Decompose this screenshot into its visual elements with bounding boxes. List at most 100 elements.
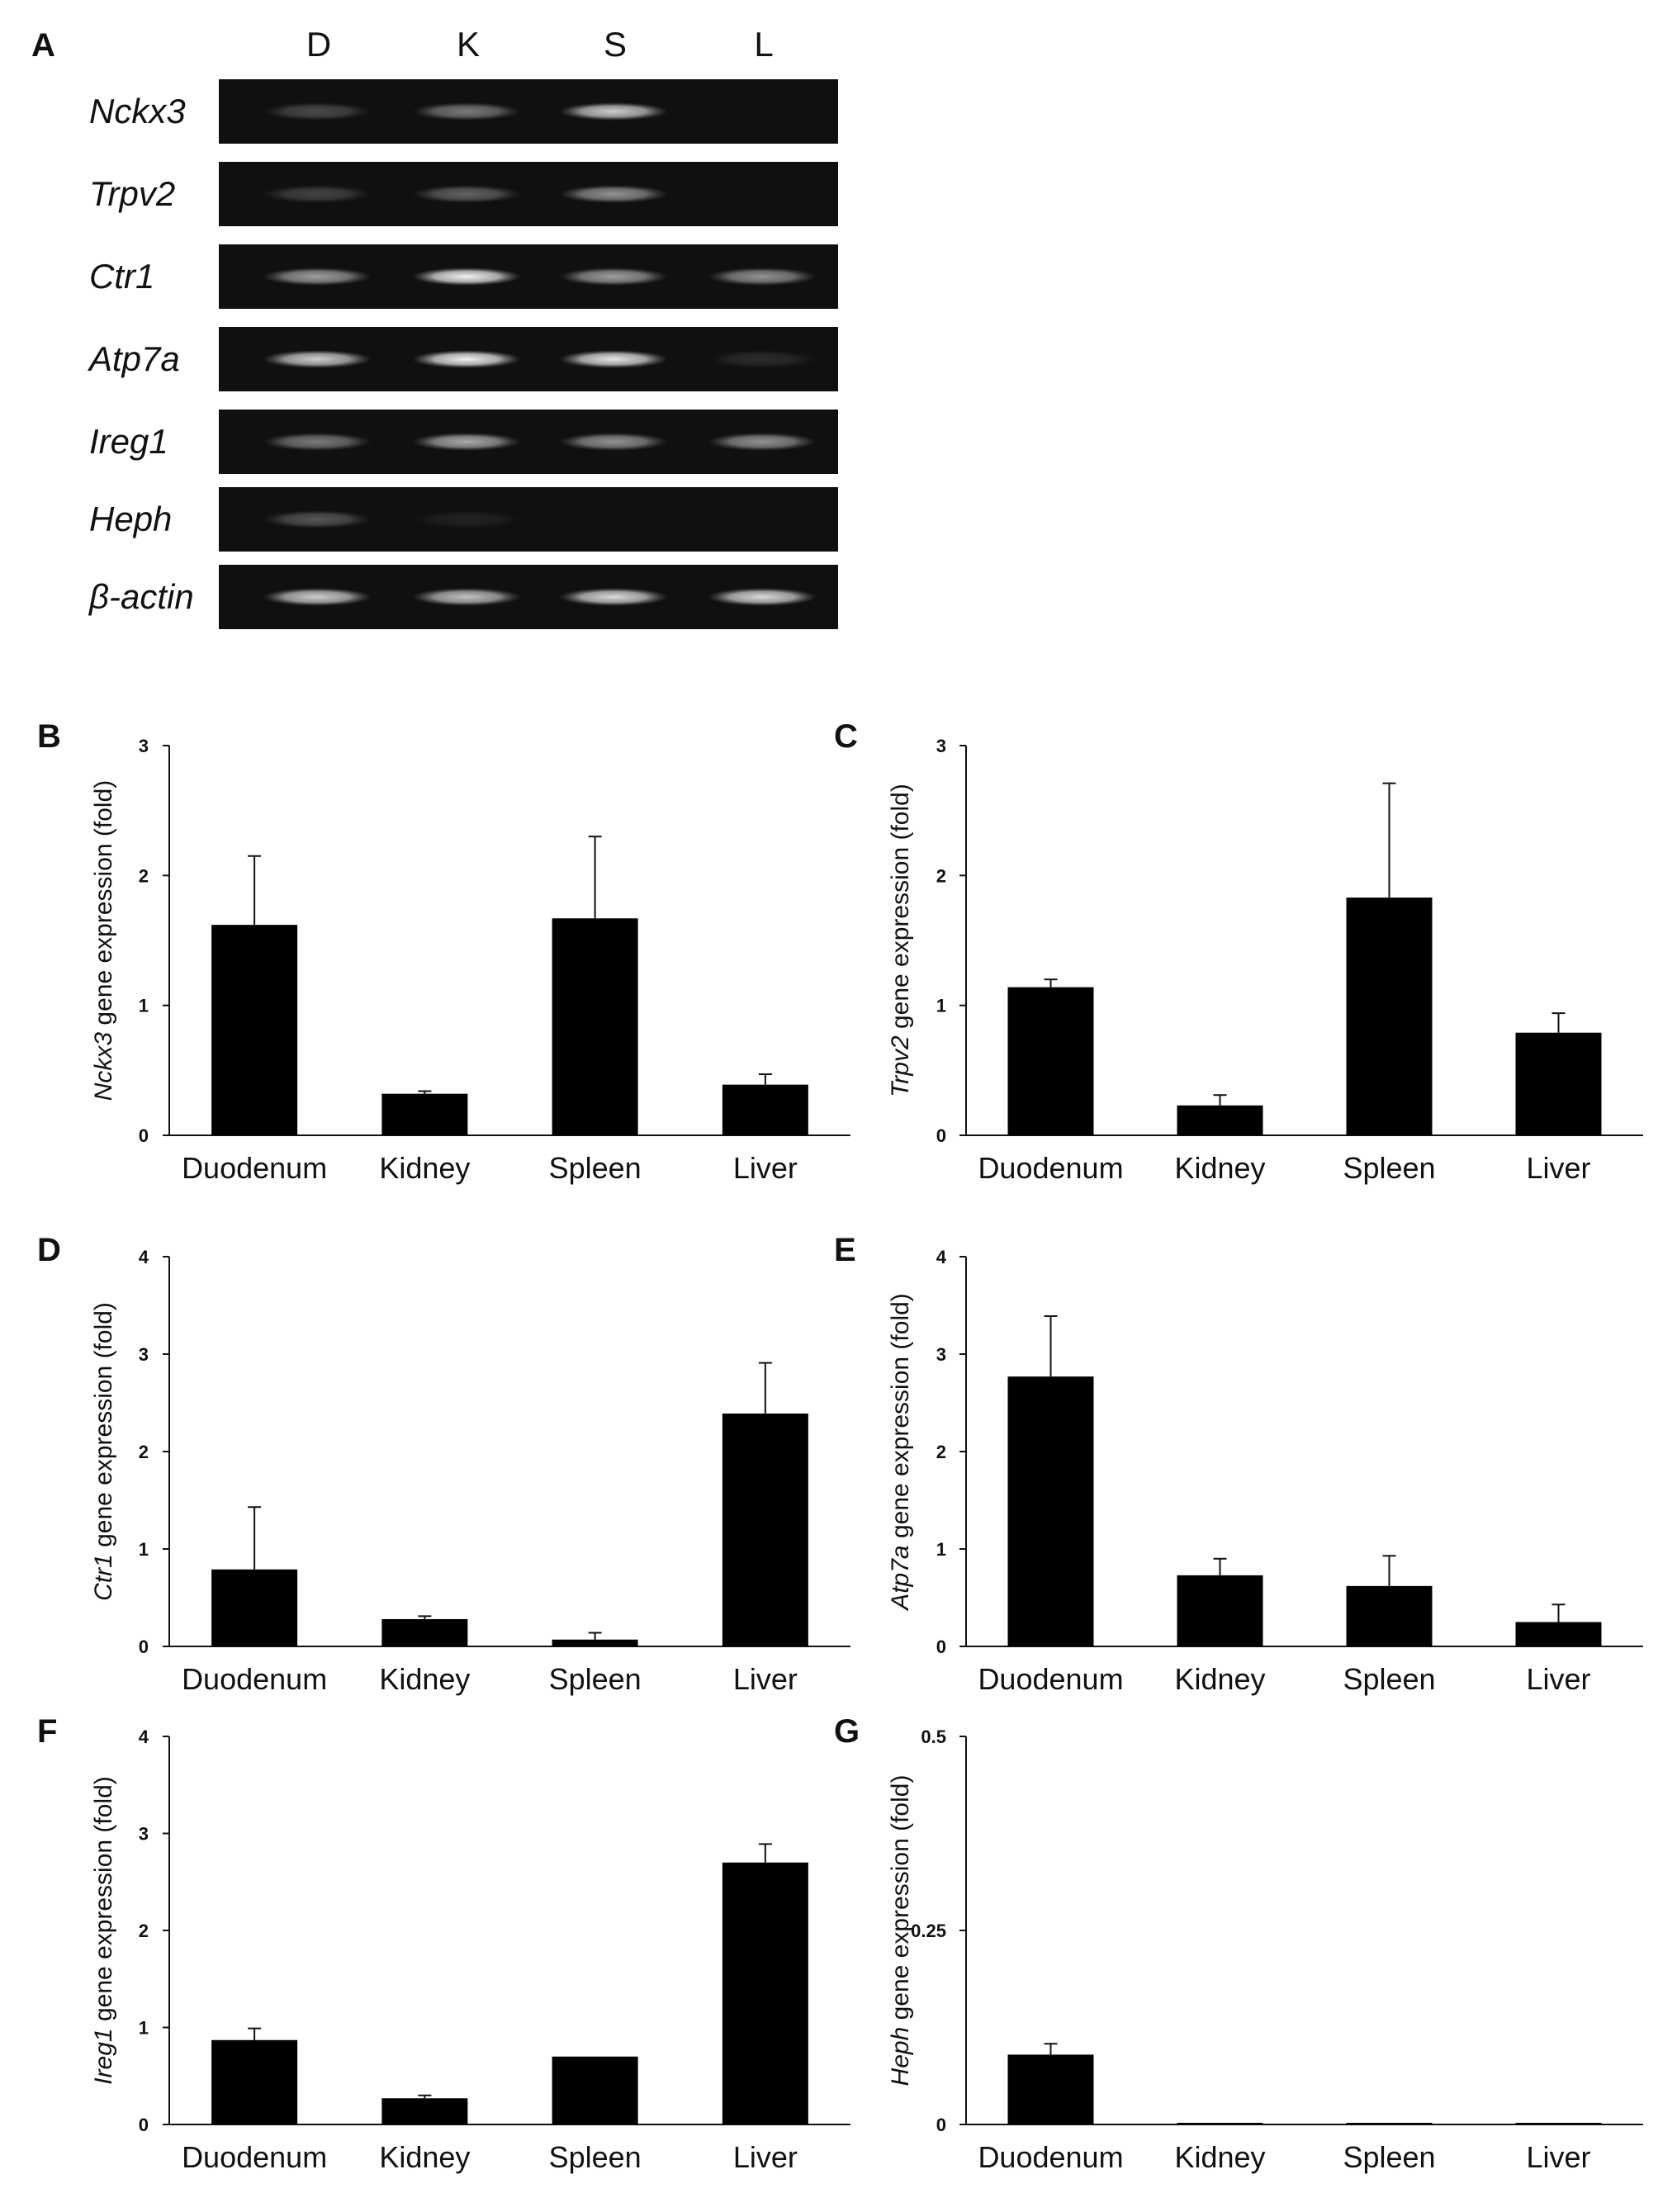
gel-band — [559, 185, 668, 203]
x-category-label: Liver — [1526, 1151, 1590, 1185]
y-tick-label: 1 — [139, 996, 149, 1016]
y-tick-label: 3 — [139, 736, 149, 756]
gel-row: Heph — [89, 487, 838, 552]
x-category-label: Kidney — [1174, 1662, 1265, 1696]
lane-label: K — [457, 25, 480, 64]
panel-letter-a: A — [31, 27, 55, 64]
y-axis-label: Ireg1 gene expression (fold) — [90, 1776, 117, 2085]
y-axis-label: Atp7a gene expression (fold) — [887, 1293, 914, 1612]
bar — [381, 1618, 468, 1646]
gel-row: Ireg1 — [89, 410, 838, 474]
gel-row: Trpv2 — [89, 162, 838, 226]
y-tick-label: 0.25 — [911, 1921, 946, 1941]
y-tick-label: 1 — [139, 2018, 149, 2039]
lane-label: S — [604, 25, 627, 64]
x-category-label: Liver — [733, 1662, 798, 1696]
y-tick-label: 2 — [139, 865, 149, 886]
gel-band — [708, 350, 817, 368]
y-tick-label: 2 — [139, 1921, 149, 1941]
panel-letter-c: C — [834, 718, 858, 755]
y-tick-label: 0 — [936, 1125, 946, 1146]
y-axis-label-text: gene expression (fold) — [887, 784, 914, 1035]
gel-band — [263, 102, 372, 121]
gel-band — [559, 102, 668, 121]
x-category-label: Kidney — [379, 1151, 470, 1185]
y-tick-label: 3 — [936, 1344, 946, 1365]
y-axis-label: Heph gene expression (fold) — [887, 1775, 914, 2086]
y-tick-label: 4 — [139, 1726, 149, 1747]
x-category-label: Spleen — [1343, 2140, 1435, 2174]
bar — [1346, 2123, 1433, 2124]
gel-band — [412, 268, 521, 286]
y-tick-label: 3 — [139, 1344, 149, 1365]
chart-b: B 0 1 2 3 Nckx3 gene expression (fold) Duodenu… — [37, 718, 850, 1185]
x-category-label: Kidney — [379, 2140, 470, 2174]
gel-band — [559, 588, 668, 606]
y-tick-label: 2 — [139, 1442, 149, 1462]
y-tick-label: 3 — [139, 1824, 149, 1845]
gel-band — [412, 185, 521, 203]
gel-band — [263, 510, 372, 528]
chart-c: C 0 1 2 3 Trpv2 gene expression (fold) Duodenu… — [834, 718, 1643, 1185]
y-tick-label: 0 — [139, 1637, 149, 1657]
x-category-label: Duodenum — [978, 2140, 1123, 2174]
y-axis-label-text: gene expression (fold) — [90, 1776, 117, 2028]
gel-band — [412, 102, 521, 121]
gel-gene-label: Atp7a — [87, 339, 180, 378]
y-tick-label: 4 — [139, 1247, 149, 1267]
y-axis-label: Nckx3 gene expression (fold) — [90, 780, 117, 1101]
y-axis-label-text: gene expression (fold) — [887, 1293, 914, 1545]
gel-band — [708, 433, 817, 451]
lane-label: L — [754, 25, 773, 64]
y-tick-label: 2 — [936, 865, 946, 886]
gel-band — [263, 588, 372, 606]
bar — [1346, 898, 1433, 1135]
bar — [1007, 2054, 1094, 2124]
gel-gene-label: Ctr1 — [89, 257, 154, 296]
chart-f: F 0 1 2 3 4 Ireg1 gene expression (fold) Duoden… — [37, 1713, 850, 2174]
x-category-label: Liver — [1526, 1662, 1590, 1696]
bar — [1007, 1376, 1094, 1646]
bar — [1515, 2123, 1602, 2124]
y-tick-label: 0.5 — [921, 1726, 946, 1747]
bar — [722, 1084, 808, 1135]
x-category-label: Kidney — [1174, 2140, 1265, 2174]
gel-gene-label: Nckx3 — [89, 92, 186, 130]
gel-gene-label: β-actin — [88, 577, 194, 616]
y-axis-label: Ctr1 gene expression (fold) — [90, 1302, 117, 1601]
panel-letter-e: E — [834, 1232, 856, 1268]
y-tick-label: 0 — [139, 2115, 149, 2135]
gel-gene-label: Trpv2 — [89, 174, 175, 213]
gel-band — [708, 588, 817, 606]
bar — [211, 1569, 298, 1646]
x-category-label: Spleen — [549, 2140, 642, 2174]
y-axis-label-gene: Nckx3 — [90, 1032, 117, 1101]
y-tick-label: 0 — [139, 1125, 149, 1146]
y-tick-label: 1 — [936, 1539, 946, 1560]
gel-band — [263, 433, 372, 451]
x-category-label: Kidney — [1174, 1151, 1265, 1185]
bar — [1346, 1585, 1433, 1646]
y-axis-label-text: gene expression (fold) — [90, 780, 117, 1032]
y-axis-label-gene: Ctr1 — [90, 1554, 117, 1601]
bar — [1007, 987, 1094, 1135]
chart-e: E 0 1 2 3 4 Atp7a gene expression (fold) Duoden… — [834, 1232, 1643, 1696]
bar — [722, 1862, 808, 2124]
y-axis-label-gene: Trpv2 — [887, 1035, 914, 1097]
x-category-label: Duodenum — [978, 1662, 1123, 1696]
y-axis-label-gene: Ireg1 — [90, 2028, 117, 2084]
gel-band — [412, 433, 521, 451]
gel-band — [559, 268, 668, 286]
chart-d: D 0 1 2 3 4 Ctr1 gene expression (fold) Duodenu… — [37, 1232, 850, 1696]
y-tick-label: 4 — [936, 1247, 947, 1267]
bar — [1177, 1575, 1263, 1646]
y-tick-label: 3 — [936, 736, 946, 756]
bar — [552, 1639, 638, 1646]
gel-gene-label: Heph — [89, 500, 172, 538]
bar — [211, 2039, 298, 2124]
x-category-label: Duodenum — [978, 1151, 1123, 1185]
bar — [381, 1093, 468, 1135]
x-category-label: Duodenum — [182, 1662, 327, 1696]
